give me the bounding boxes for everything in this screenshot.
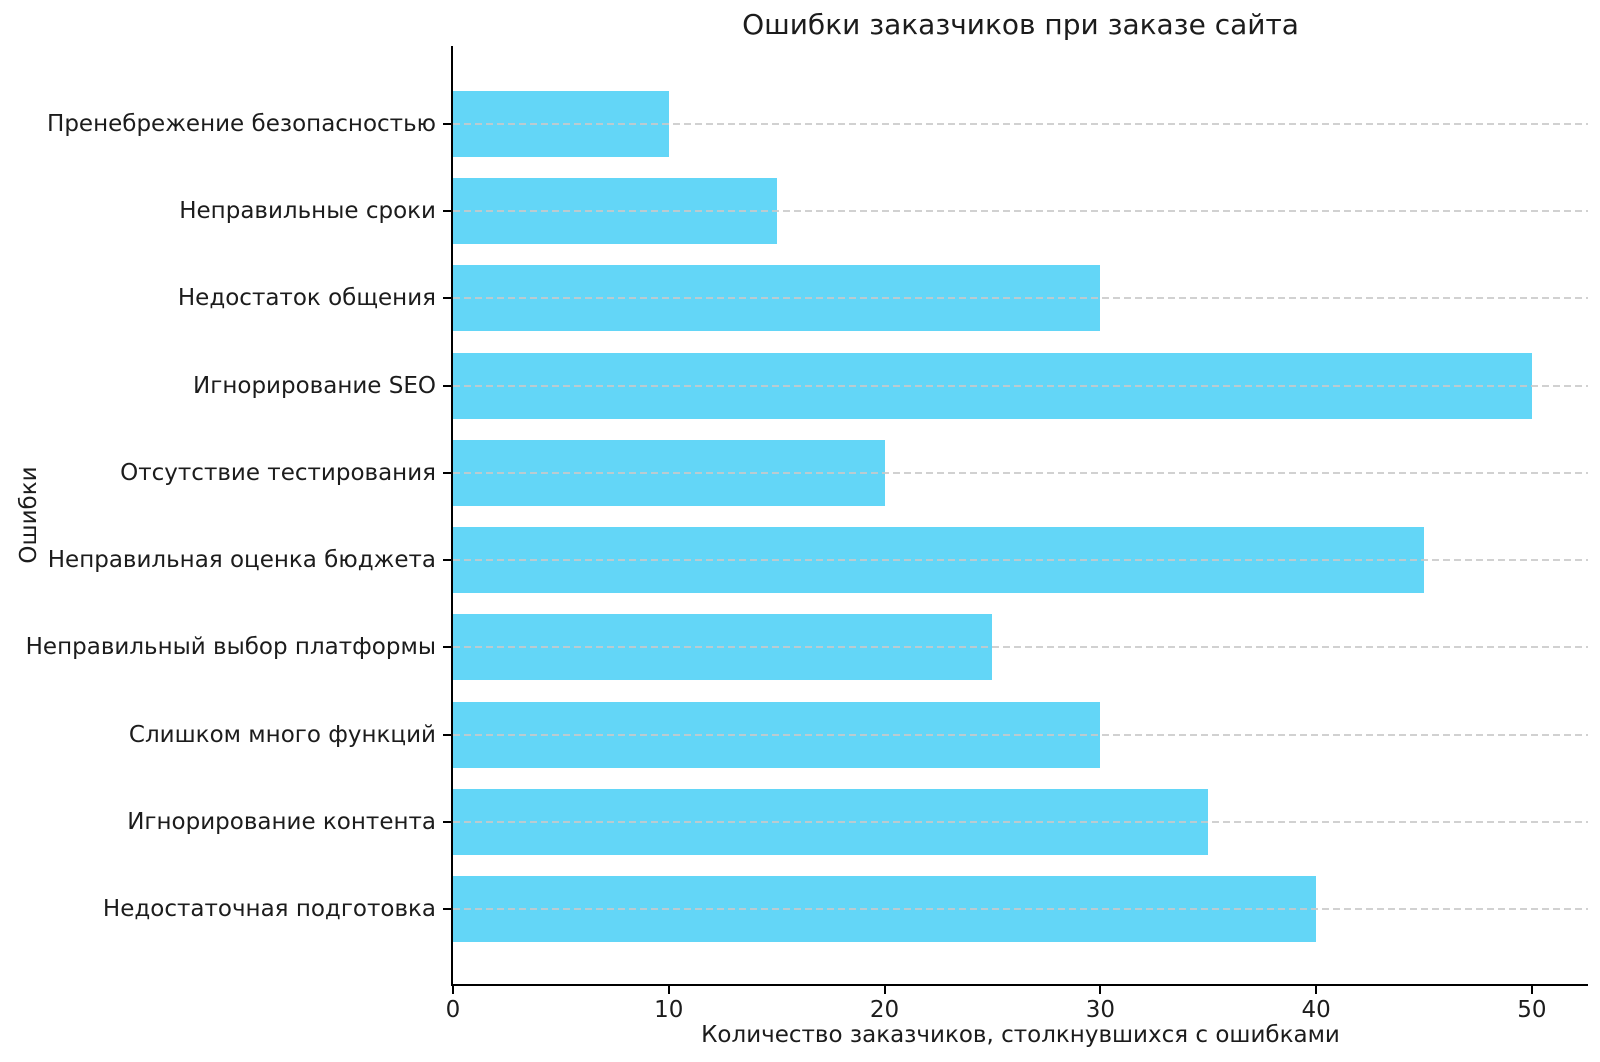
y-tick-mark: [443, 908, 451, 911]
gridline: [453, 646, 1588, 649]
x-axis-title: Количество заказчиков, столкнувшихся с о…: [701, 1022, 1340, 1048]
y-tick-mark: [443, 209, 451, 212]
y-tick-label: Пренебрежение безопасностью: [47, 110, 436, 137]
bar-row: Игнорирование SEO: [193, 342, 1588, 429]
gridline: [453, 384, 1588, 387]
y-tick-mark: [443, 559, 451, 562]
bar-row: Неправильный выбор платформы: [26, 604, 1588, 691]
x-tick-label: 0: [445, 997, 461, 1023]
y-tick-label: Игнорирование SEO: [193, 372, 436, 399]
x-tick-label: 30: [1085, 997, 1115, 1023]
gridline: [453, 821, 1588, 824]
x-tick-mark: [883, 986, 886, 994]
gridline: [453, 209, 1588, 212]
y-tick-label: Неправильные сроки: [179, 197, 436, 224]
x-tick-mark: [1099, 986, 1102, 994]
x-axis-ticks: 0 10 20 30 40 50: [446, 46, 1588, 1023]
bar-row: Неправильная оценка бюджета: [48, 516, 1588, 603]
y-tick-mark: [443, 471, 451, 474]
gridline: [453, 559, 1588, 562]
y-axis-title: Ошибки: [16, 466, 42, 564]
y-tick-mark: [443, 733, 451, 736]
x-tick-label: 20: [869, 997, 900, 1023]
y-tick-mark: [443, 384, 451, 387]
x-tick-mark: [1530, 986, 1533, 994]
gridline: [453, 122, 1588, 125]
x-tick-label: 50: [1517, 997, 1547, 1023]
bar-row: Недостаток общения: [178, 255, 1588, 342]
bar-row: Игнорирование контента: [127, 778, 1588, 865]
bar-row: Недостаточная подготовка: [103, 866, 1588, 953]
x-tick-label: 40: [1301, 997, 1331, 1023]
x-tick-mark: [452, 986, 454, 994]
y-tick-label: Игнорирование контента: [127, 809, 436, 836]
y-tick-mark: [443, 122, 451, 125]
gridline: [453, 471, 1588, 474]
gridline: [453, 733, 1588, 736]
bar-row: Слишком много функций: [129, 691, 1588, 778]
y-tick-mark: [443, 646, 451, 649]
x-tick-mark: [1315, 986, 1318, 994]
y-tick-label: Недостаточная подготовка: [102, 896, 436, 923]
y-tick-label: Неправильная оценка бюджета: [47, 547, 436, 574]
y-tick-mark: [443, 297, 451, 300]
gridline: [453, 297, 1588, 300]
x-tick-label: 10: [654, 997, 684, 1023]
y-tick-label: Слишком много функций: [128, 721, 436, 748]
chart-title: Ошибки заказчиков при заказе сайта: [742, 8, 1299, 41]
y-tick-label: Отсутствие тестирования: [120, 459, 436, 486]
y-tick-label: Недостаток общения: [177, 285, 436, 312]
bar-row: Пренебрежение безопасностью: [47, 80, 1588, 167]
y-tick-label: Неправильный выбор платформы: [25, 634, 436, 661]
gridline: [453, 908, 1588, 911]
bar-row: Неправильные сроки: [179, 167, 1588, 254]
bar-rows: Пренебрежение безопасностью Неправильные …: [26, 80, 1588, 953]
plot-area: Пренебрежение безопасностью Неправильные …: [26, 46, 1588, 1023]
bar-row: Отсутствие тестирования: [120, 429, 1588, 516]
x-tick-mark: [667, 986, 670, 994]
y-tick-mark: [443, 821, 451, 824]
